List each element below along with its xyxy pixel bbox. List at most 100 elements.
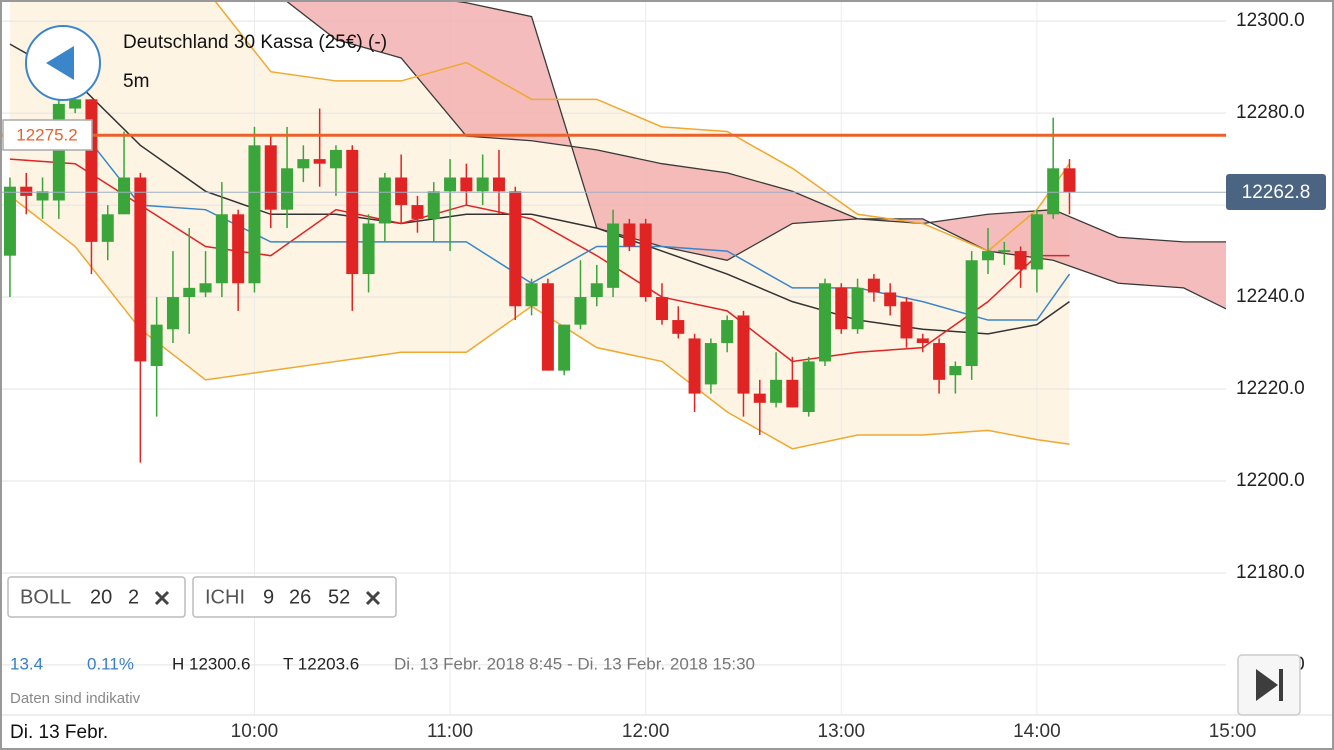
candle-body xyxy=(183,287,196,298)
candle-body xyxy=(3,186,16,256)
candle-body xyxy=(248,145,261,284)
candle-body xyxy=(427,191,440,219)
candle-body xyxy=(118,177,131,215)
candle-body xyxy=(297,159,310,169)
candle-body xyxy=(346,149,359,275)
interval-label: 5m xyxy=(123,71,149,92)
y-tick-label: 12180.0 xyxy=(1236,562,1305,583)
y-tick-label: 12200.0 xyxy=(1236,470,1305,491)
candle-body xyxy=(623,223,636,247)
candle-body xyxy=(1030,214,1043,270)
y-axis-panel xyxy=(1226,0,1334,715)
candle-body xyxy=(949,366,962,376)
candle-body xyxy=(639,223,652,298)
candle-body xyxy=(818,283,831,362)
candle-body xyxy=(52,103,65,201)
x-tick-label: 10:00 xyxy=(231,721,279,742)
indicator-line xyxy=(213,0,1071,252)
candle-body xyxy=(786,379,799,408)
footer-text: 13.4 xyxy=(10,654,43,673)
footer-text: Daten sind indikativ xyxy=(10,690,141,707)
candle-body xyxy=(199,283,212,293)
candle-body xyxy=(362,223,375,275)
skip-icon-bar xyxy=(1279,669,1283,701)
instrument-title: Deutschland 30 Kassa (25€) (-) xyxy=(123,32,387,53)
chip-param: 9 xyxy=(263,586,274,608)
candle-body xyxy=(1047,168,1060,215)
candle-body xyxy=(867,278,880,293)
plot-area xyxy=(0,0,1226,715)
x-tick-label: 11:00 xyxy=(427,721,473,742)
candle-body xyxy=(998,250,1011,252)
footer-text: H 12300.6 xyxy=(172,654,250,673)
candle-body xyxy=(981,251,994,261)
x-tick-label: 13:00 xyxy=(818,721,866,742)
candle-body xyxy=(916,338,929,344)
candle-body xyxy=(965,260,978,367)
chip-name: ICHI xyxy=(205,586,245,608)
candle-body xyxy=(590,283,603,298)
candle-body xyxy=(395,177,408,206)
back-icon xyxy=(46,46,74,80)
candle-body xyxy=(36,191,49,201)
y-tick-label: 12240.0 xyxy=(1236,286,1305,307)
skip-icon xyxy=(1256,669,1278,701)
candle-body xyxy=(509,191,522,307)
candle-body xyxy=(20,186,33,196)
candle-body xyxy=(574,297,587,325)
candle-body xyxy=(900,301,913,339)
indicator-line xyxy=(9,43,1070,335)
current-price-label: 12262.8 xyxy=(1242,182,1311,203)
candle-body xyxy=(281,168,294,210)
candle-body xyxy=(704,343,717,385)
chip-box xyxy=(192,576,397,618)
indicator-line xyxy=(9,121,1071,321)
candle-body xyxy=(655,297,668,321)
candle-body xyxy=(378,177,391,224)
indicator-chip[interactable]: ICHI 9 26 52 xyxy=(192,576,397,618)
candle-body xyxy=(541,283,554,371)
candle-body xyxy=(1014,251,1027,270)
indicator-line xyxy=(9,158,1070,363)
candle-body xyxy=(476,177,489,192)
candle-body xyxy=(753,393,766,403)
candle-body xyxy=(101,214,114,242)
footer-text: T 12203.6 xyxy=(283,654,359,673)
candle-body xyxy=(802,361,815,413)
candle-body xyxy=(525,283,538,307)
candle-body xyxy=(558,324,571,371)
candle-body xyxy=(1063,168,1076,193)
chip-close xyxy=(365,590,381,606)
candle-body xyxy=(721,320,734,344)
candle-body xyxy=(933,343,946,380)
cloud-span xyxy=(442,0,1226,310)
candle-body xyxy=(69,99,82,109)
ichimoku-cloud xyxy=(284,0,1226,309)
candle-body xyxy=(215,214,228,284)
bollinger-band xyxy=(9,0,1070,449)
candle-body xyxy=(150,324,163,367)
indicator-chip[interactable]: BOLL 20 2 xyxy=(7,576,186,618)
candle-body xyxy=(444,177,457,192)
candle-body xyxy=(411,205,424,219)
price-tag xyxy=(2,119,93,151)
chip-box xyxy=(7,576,186,618)
footer-text: 0.11% xyxy=(87,654,134,673)
y-tick-label: 12220.0 xyxy=(1236,378,1305,399)
candle-body xyxy=(313,159,326,164)
current-price-tag xyxy=(1226,174,1326,210)
candle-body xyxy=(770,379,783,403)
x-tick-label: 15:00 xyxy=(1209,721,1257,742)
candle-body xyxy=(232,214,245,284)
chip-name: BOLL xyxy=(20,586,71,608)
x-tick-label: 12:00 xyxy=(622,721,670,742)
x-tick-label: 14:00 xyxy=(1013,721,1061,742)
chip-param: 26 xyxy=(289,586,311,608)
chip-param: 20 xyxy=(90,586,112,608)
candle-body xyxy=(672,320,685,334)
candle-body xyxy=(737,315,750,394)
candle-body xyxy=(607,223,620,288)
candle-body xyxy=(884,292,897,307)
candle-body xyxy=(492,177,505,192)
